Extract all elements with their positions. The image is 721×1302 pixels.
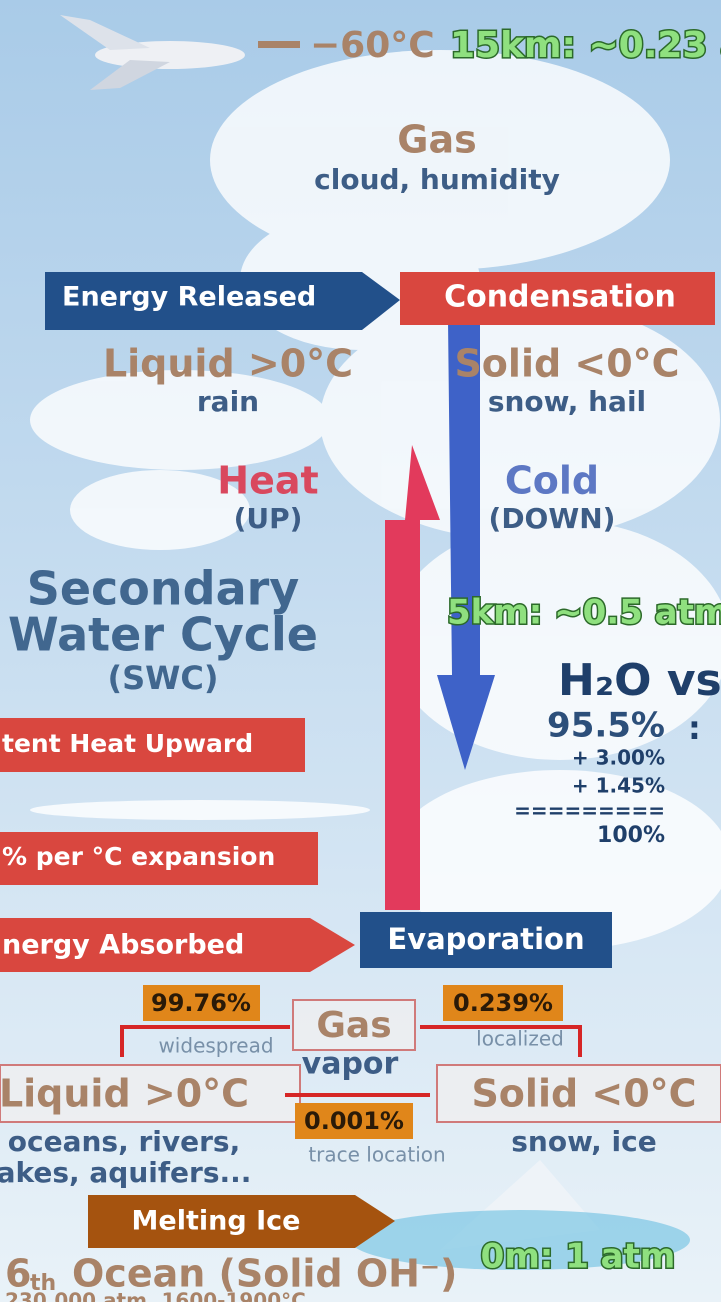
gas-phase: Gas	[316, 1005, 391, 1046]
evaporation: Evaporation	[387, 922, 584, 956]
banner-evaporation	[360, 912, 612, 968]
swc-line1: Secondary	[27, 562, 300, 616]
pct-liquid: 99.76%	[151, 989, 251, 1017]
ratio-main: 95.5%	[547, 706, 665, 746]
liquid-sub1: oceans, rivers,	[8, 1125, 240, 1158]
pct-trace: 0.001%	[304, 1107, 404, 1135]
liquid-upper-sub: rain	[197, 385, 259, 418]
melting: Melting Ice	[132, 1206, 301, 1237]
liquid-upper: Liquid >0°C	[103, 342, 353, 386]
gas-sub: cloud, humidity	[314, 163, 560, 196]
latent: tent Heat Upward	[2, 729, 253, 758]
ocean: Ocean (Solid OH⁻)	[72, 1252, 457, 1296]
condensation: Condensation	[444, 280, 676, 315]
expansion: % per °C expansion	[2, 842, 275, 871]
clouds	[30, 50, 721, 950]
swc-line2: Water Cycle	[8, 608, 318, 662]
altitude-mid: 5km: ~0.5 atm	[447, 593, 721, 633]
ratio-title: H₂O vs	[558, 655, 721, 706]
heat-arrow	[385, 445, 440, 910]
airplane	[60, 15, 245, 90]
lake	[350, 1210, 690, 1270]
swc-abbr: (SWC)	[107, 659, 218, 697]
solid-sub: snow, ice	[511, 1125, 656, 1158]
altitude-high: 15km: ~0.23 a	[450, 25, 721, 66]
heat-sub: (UP)	[234, 502, 303, 535]
liquid-phase: Liquid >0°C	[0, 1072, 249, 1116]
trace: trace location	[308, 1143, 445, 1167]
liquid-sub2: akes, aquifers...	[0, 1156, 251, 1189]
altitude-low: 0m: 1 atm	[481, 1237, 676, 1277]
ratio-add2: + 1.45%	[572, 774, 665, 798]
solid-upper: Solid <0°C	[454, 342, 679, 386]
ratio-colon: :	[688, 709, 701, 747]
banner-latent	[0, 718, 305, 772]
banner-absorbed	[0, 918, 355, 972]
solid-upper-sub: snow, hail	[488, 385, 646, 418]
pct-solid: 0.239%	[453, 989, 553, 1017]
vapor: vapor	[302, 1047, 399, 1082]
cold: Cold	[505, 459, 599, 503]
absorbed: nergy Absorbed	[2, 930, 244, 961]
banner-released	[45, 272, 400, 330]
ocean-sub: 230,000 atm, 1600-1900°C	[5, 1289, 306, 1302]
heat: Heat	[217, 459, 318, 503]
pct-boxes	[143, 985, 563, 1139]
temperature: −60°C	[310, 25, 435, 66]
cold-arrow	[437, 320, 495, 770]
banner-expansion	[0, 832, 318, 885]
ratio-rule: =========	[514, 799, 665, 823]
phase-arrows	[120, 1025, 582, 1097]
cold-sub: (DOWN)	[489, 502, 616, 535]
banner-melting	[88, 1195, 395, 1248]
ratio-total: 100%	[597, 823, 665, 848]
released: Energy Released	[62, 282, 316, 313]
solid-phase: Solid <0°C	[471, 1072, 696, 1116]
ratio-add1: + 3.00%	[572, 746, 665, 770]
dash	[258, 41, 300, 48]
ocean-num: 6	[5, 1252, 31, 1296]
gas-label: Gas	[397, 118, 476, 162]
banner-condensation	[400, 272, 715, 325]
phase-boxes	[0, 999, 721, 1123]
ocean-th: th	[30, 1271, 56, 1296]
localized: localized	[476, 1027, 564, 1051]
widespread: widespread	[158, 1034, 273, 1058]
